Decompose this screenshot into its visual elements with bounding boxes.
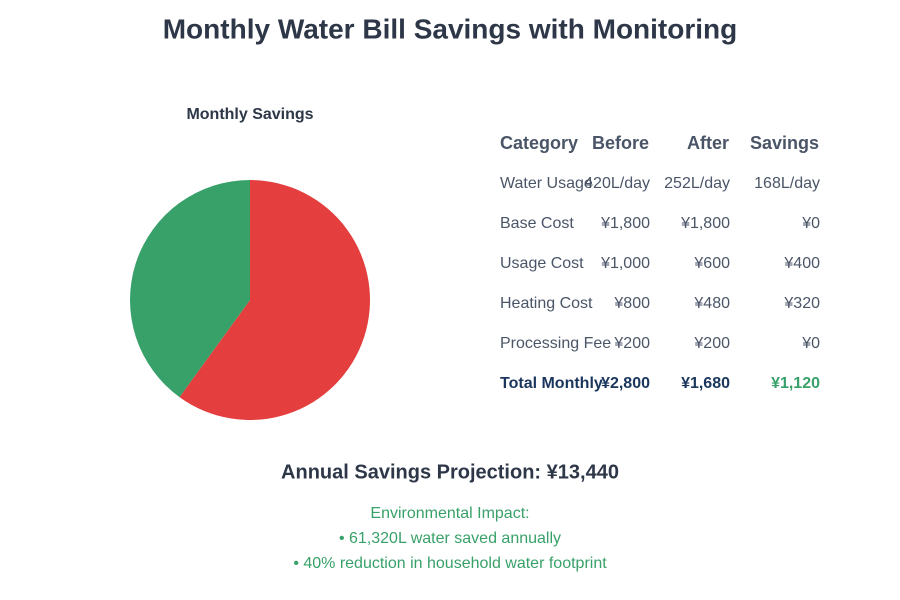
table-cell: ¥320 (783, 295, 820, 312)
impact-item: • 40% reduction in household water footp… (293, 555, 607, 572)
pie-slice (179, 180, 371, 420)
table-cell: Usage Cost (500, 255, 584, 272)
table-cell: ¥1,680 (681, 375, 730, 392)
table-cell: Heating Cost (500, 295, 593, 312)
table-header: After (687, 133, 729, 153)
table-header: Before (592, 133, 649, 153)
table-cell: Processing Fee (500, 335, 611, 352)
page-title: Monthly Water Bill Savings with Monitori… (163, 13, 738, 44)
table-cell: ¥600 (693, 255, 730, 272)
table-cell: ¥200 (613, 335, 650, 352)
table-cell: ¥800 (613, 295, 650, 312)
table-cell: ¥2,800 (601, 375, 650, 392)
table-cell: ¥480 (693, 295, 730, 312)
table-cell: Water Usage (500, 175, 593, 192)
table-header: Savings (750, 133, 819, 153)
projection: Annual Savings Projection: ¥13,440 (281, 461, 619, 483)
chart-title: Monthly Savings (186, 106, 313, 123)
table-cell: ¥1,000 (600, 255, 650, 272)
table-cell: 168L/day (754, 175, 820, 192)
table-cell: ¥1,800 (600, 215, 650, 232)
table-cell: 252L/day (664, 175, 730, 192)
table-cell: 420L/day (584, 175, 650, 192)
table-cell: ¥400 (783, 255, 820, 272)
table-cell: ¥0 (801, 335, 820, 352)
table-cell: ¥1,120 (771, 375, 820, 392)
impact-item: • 61,320L water saved annually (339, 530, 561, 547)
table-cell: Total Monthly (500, 375, 603, 392)
pie-slice (130, 180, 250, 398)
table-cell: Base Cost (500, 215, 574, 232)
table-cell: ¥1,800 (680, 215, 730, 232)
table-cell: ¥200 (693, 335, 730, 352)
table-header: Category (500, 133, 578, 153)
table-cell: ¥0 (801, 215, 820, 232)
impact-title: Environmental Impact: (370, 505, 529, 522)
